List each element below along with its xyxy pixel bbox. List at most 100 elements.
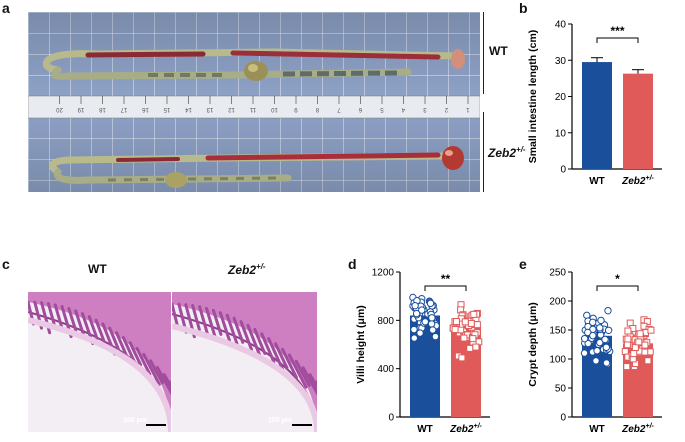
histology-wt-drawing	[28, 292, 171, 432]
zeb2-photo-label-sup: +/-	[516, 145, 526, 154]
villus	[67, 307, 78, 333]
y-tick-label: 100	[549, 355, 566, 366]
data-point-wt	[580, 349, 589, 357]
villus	[218, 311, 232, 343]
ruler-tick-label: 1	[466, 106, 470, 112]
zeb2-photo-label: Zeb2+/-	[488, 145, 526, 160]
ruler-tick-label: 3	[423, 106, 427, 112]
data-point-wt	[431, 332, 440, 341]
data-point-wt	[602, 343, 611, 352]
ruler-tick-label: 10	[271, 106, 278, 112]
y-tick-label: 150	[549, 326, 566, 337]
histology-zeb2-drawing	[172, 292, 317, 432]
y-tick-label: 800	[377, 316, 394, 327]
data-point-zeb2	[631, 344, 639, 352]
ruler-tick-label: 9	[294, 106, 298, 112]
villus	[155, 365, 171, 395]
y-tick-label: 50	[555, 384, 567, 395]
villus	[301, 366, 317, 396]
histology-zeb2-title-base: Zeb2	[228, 263, 257, 277]
data-point-wt	[427, 320, 436, 328]
villus	[46, 302, 57, 328]
zeb2-bracket	[483, 112, 484, 192]
villus	[267, 337, 285, 373]
data-point-zeb2	[623, 341, 631, 349]
intestine-photo: 1 2 3 4 5 6 7 8 9 10 11 12 13 14 15 16 17 18 19 20	[28, 12, 480, 192]
ruler-tick-label: 14	[185, 106, 192, 112]
x-tick-label: WT	[589, 424, 605, 435]
data-point-zeb2	[635, 338, 643, 346]
data-point-wt	[589, 318, 597, 327]
ruler-tick-label: 15	[163, 106, 170, 112]
wt-bracket	[483, 12, 484, 94]
villus	[198, 305, 210, 337]
ruler-tick-label: 17	[120, 106, 127, 112]
data-point-wt	[426, 299, 435, 308]
y-tick-label: 0	[560, 413, 566, 424]
data-point-wt	[416, 329, 424, 337]
villus	[308, 373, 317, 390]
significance-label: *	[615, 272, 620, 286]
y-tick-label: 0	[388, 413, 394, 424]
histology-wt-title: WT	[88, 262, 107, 276]
zeb2-photo-label-base: Zeb2	[488, 146, 517, 160]
chart-d: 0 400 800 1200 Villi height (μm) WT Zeb2+/- **	[355, 268, 490, 435]
y-tick-label: 400	[377, 364, 394, 375]
data-point-zeb2	[451, 326, 459, 334]
histology-zeb2-title-sup: +/-	[256, 262, 266, 271]
chart-e: 0 50 100 150 200 250 Crypt depth (μm) WT Zeb2+/-…	[527, 268, 662, 435]
ruler-tick-label: 18	[99, 106, 106, 112]
ruler-tick-label: 5	[380, 106, 384, 112]
y-axis-label: Small intestine length (cm)	[527, 30, 539, 164]
villus	[260, 332, 276, 364]
data-point-zeb2	[470, 310, 478, 318]
villus	[191, 304, 201, 332]
data-point-zeb2	[452, 318, 460, 326]
ruler-tick-label: 7	[337, 106, 341, 112]
ruler-tick-label: 2	[444, 106, 448, 112]
panel-label-b: b	[519, 0, 528, 16]
data-point-zeb2	[466, 344, 474, 352]
villus	[108, 326, 121, 352]
villus	[280, 347, 298, 379]
histology-wt-image: 100 μm	[28, 292, 171, 432]
x-tick-label: Zeb2+/-	[449, 423, 482, 435]
wt-photo-label: WT	[489, 44, 508, 58]
villus	[128, 341, 143, 367]
bar-WT	[582, 62, 612, 169]
data-point-wt	[584, 339, 592, 348]
ruler-tick-label: 19	[77, 106, 84, 112]
data-point-zeb2	[460, 334, 468, 342]
data-point-wt	[596, 338, 604, 347]
chart-b: 0 10 20 30 40 Small intestine length (cm) WT Ze…	[527, 20, 662, 187]
data-point-zeb2	[641, 348, 649, 356]
villus	[225, 313, 240, 349]
x-tick-label: Zeb2+/-	[621, 175, 654, 187]
data-point-wt	[410, 334, 419, 342]
data-point-wt	[421, 318, 429, 326]
data-point-wt	[597, 316, 605, 325]
villus	[287, 353, 308, 389]
significance-bracket	[596, 37, 639, 43]
panel-label-e: e	[519, 256, 527, 272]
data-point-zeb2	[472, 343, 480, 351]
data-point-wt	[411, 301, 419, 310]
villus	[211, 308, 223, 336]
data-point-wt	[418, 306, 426, 314]
ruler-tick-label: 4	[401, 106, 405, 112]
villus	[253, 327, 267, 355]
significance-bracket	[424, 285, 467, 291]
data-point-zeb2	[623, 363, 631, 371]
data-point-wt	[602, 359, 611, 367]
bar-Zeb2+/-	[623, 73, 653, 169]
data-point-wt	[429, 326, 437, 334]
data-point-zeb2	[641, 341, 649, 349]
data-point-zeb2	[636, 330, 644, 338]
ruler-tick-label: 13	[206, 106, 213, 112]
data-point-wt	[604, 326, 613, 334]
ruler-tick-label: 20	[56, 106, 63, 112]
significance-label: **	[441, 272, 451, 286]
panel-label-c: c	[2, 256, 10, 272]
data-point-zeb2	[473, 321, 481, 329]
